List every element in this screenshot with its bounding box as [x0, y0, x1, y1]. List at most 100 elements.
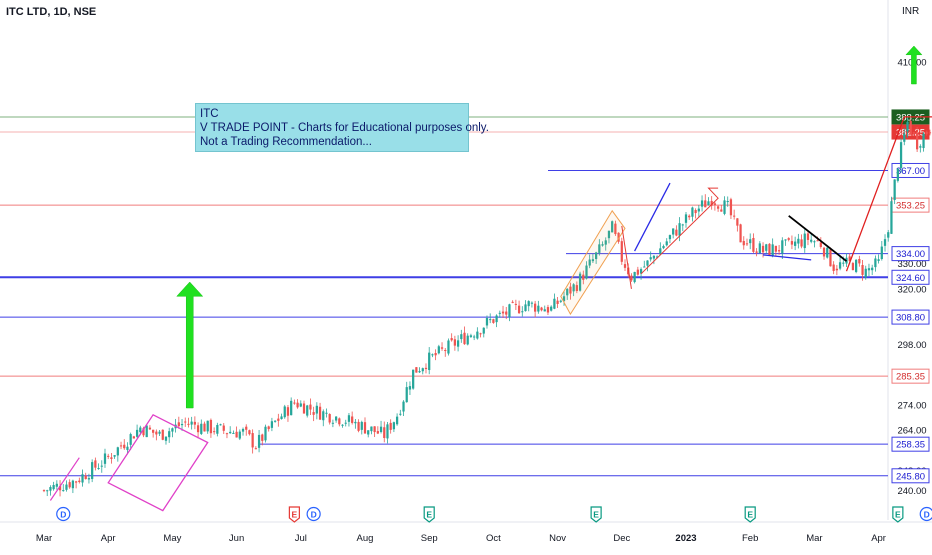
- candle-body: [94, 460, 96, 467]
- candle-body: [271, 421, 273, 428]
- candle-body: [621, 241, 623, 262]
- candle-body: [296, 403, 298, 408]
- candle-body: [733, 216, 735, 217]
- candle-body: [422, 368, 424, 371]
- candle-body: [739, 224, 741, 242]
- candle-body: [556, 301, 558, 304]
- candle-body: [797, 239, 799, 244]
- candle-body: [820, 242, 822, 247]
- candle-body: [823, 248, 825, 257]
- candle-body: [852, 263, 854, 270]
- candle-body: [788, 238, 790, 240]
- candle-body: [669, 235, 671, 239]
- candle-body: [377, 431, 379, 433]
- candle-body: [643, 267, 645, 268]
- candle-body: [736, 218, 738, 225]
- candle-body: [765, 244, 767, 250]
- candle-body: [881, 247, 883, 259]
- candle-body: [300, 403, 302, 406]
- candle-body: [75, 481, 77, 482]
- candle-body: [325, 413, 327, 414]
- candle-body: [78, 481, 80, 482]
- support-trend-blue: [763, 255, 811, 260]
- candle-body: [794, 242, 796, 246]
- note-line-2: V TRADE POINT - Charts for Educational p…: [200, 121, 464, 135]
- candle-body: [255, 448, 257, 449]
- candle-body: [695, 210, 697, 213]
- price-label: 324.60: [896, 273, 925, 284]
- candle-body: [197, 425, 199, 432]
- candle-body: [755, 251, 757, 252]
- candle-body: [88, 478, 90, 479]
- candle-body: [890, 201, 892, 234]
- rising-channel-orange: [561, 211, 625, 314]
- candle-body: [155, 432, 157, 435]
- candle-body: [319, 407, 321, 420]
- event-marker-label: E: [292, 509, 298, 519]
- candle-body: [476, 332, 478, 339]
- candle-body: [810, 240, 812, 242]
- price-label: 353.25: [896, 201, 925, 212]
- x-tick-label: Oct: [486, 533, 501, 544]
- x-tick-label: Apr: [101, 533, 116, 544]
- candle-body: [653, 256, 655, 259]
- x-tick-label: 2023: [675, 533, 696, 544]
- candle-body: [470, 335, 472, 337]
- candle-body: [762, 246, 764, 252]
- annotation-note[interactable]: ITC V TRADE POINT - Charts for Education…: [195, 103, 469, 152]
- candle-body: [454, 339, 456, 345]
- event-marker-label: D: [60, 509, 66, 519]
- candle-body: [861, 265, 863, 275]
- candle-body: [258, 435, 260, 448]
- candle-body: [46, 490, 48, 491]
- x-tick-label: Apr: [871, 533, 886, 544]
- candle-body: [913, 132, 915, 133]
- candle-body: [386, 424, 388, 438]
- event-marker-label: E: [895, 509, 901, 519]
- candle-body: [245, 427, 247, 430]
- candle-body: [117, 447, 119, 455]
- candle-body: [884, 239, 886, 246]
- candle-body: [303, 404, 305, 414]
- candle-body: [479, 333, 481, 334]
- price-label: 285.35: [896, 372, 925, 383]
- candle-body: [775, 246, 777, 252]
- symbol-title: ITC LTD, 1D, NSE: [6, 6, 96, 18]
- candle-body: [916, 133, 918, 150]
- candle-body: [393, 422, 395, 429]
- candle-body: [171, 428, 173, 431]
- candle-body: [926, 132, 928, 134]
- candle-body: [537, 306, 539, 312]
- y-tick-label: 240.00: [897, 486, 926, 497]
- candle-body: [560, 301, 562, 302]
- candle-body: [518, 306, 520, 313]
- candle-body: [184, 422, 186, 423]
- candle-body: [833, 265, 835, 271]
- candle-body: [162, 430, 164, 440]
- candle-body: [280, 416, 282, 419]
- candle-body: [139, 428, 141, 433]
- candle-body: [630, 276, 632, 281]
- candle-body: [81, 474, 83, 482]
- candle-body: [887, 232, 889, 237]
- candle-body: [444, 350, 446, 351]
- rising-line-magenta: [50, 458, 79, 501]
- falling-channel-magenta: [108, 415, 208, 511]
- candle-body: [361, 422, 363, 430]
- candle-body: [650, 257, 652, 259]
- candle-body: [287, 407, 289, 416]
- candle-body: [219, 424, 221, 425]
- price-label: 245.80: [896, 471, 925, 482]
- x-tick-label: Jul: [295, 533, 307, 544]
- x-tick-label: Feb: [742, 533, 758, 544]
- candle-body: [813, 241, 815, 242]
- y-tick-label: 298.00: [897, 340, 926, 351]
- candle-body: [784, 239, 786, 240]
- candle-body: [178, 422, 180, 426]
- candle-body: [248, 430, 250, 434]
- candle-body: [772, 244, 774, 256]
- candle-body: [842, 263, 844, 264]
- candle-body: [463, 333, 465, 344]
